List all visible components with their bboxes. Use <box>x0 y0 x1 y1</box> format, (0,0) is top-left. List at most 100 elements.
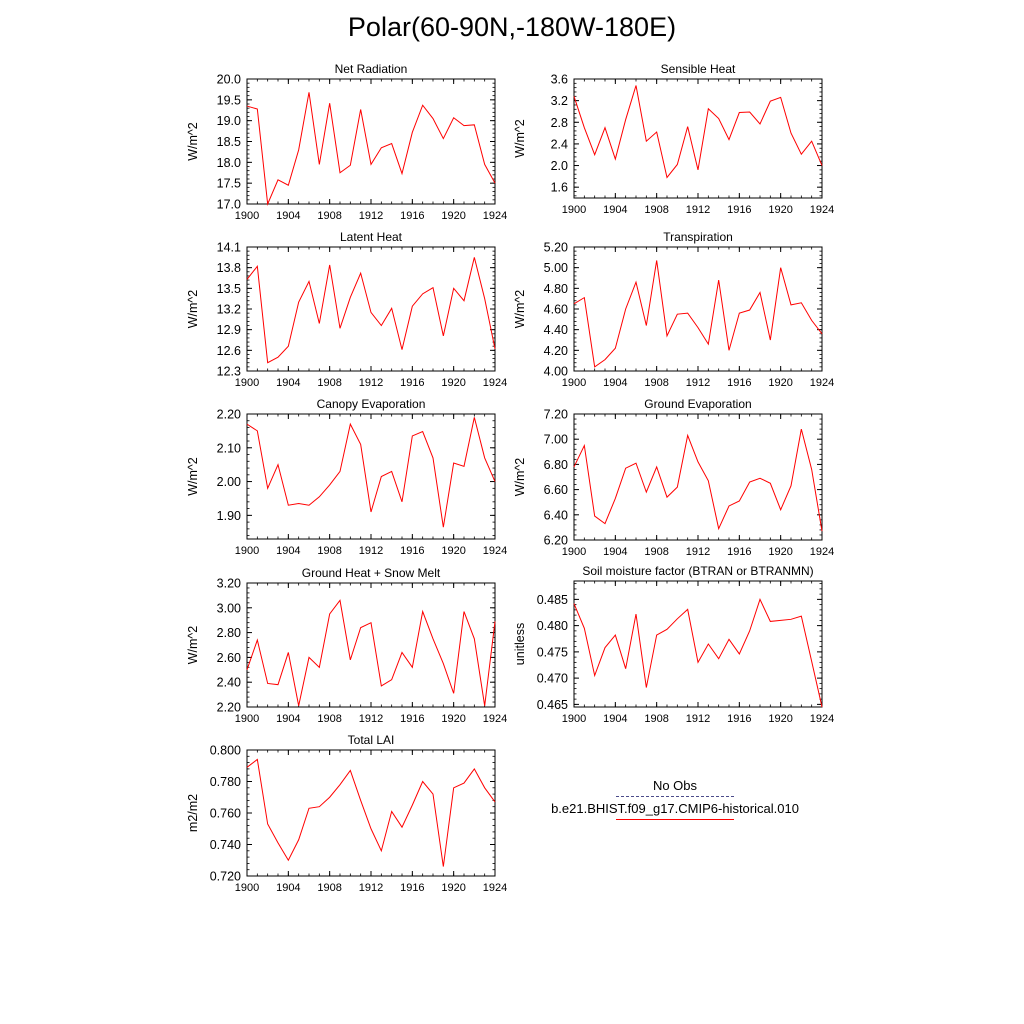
y-axis-label: unitless <box>513 623 527 665</box>
panel-title: Net Radiation <box>335 62 408 76</box>
plot-frame <box>573 413 823 541</box>
y-tick-label: 0.465 <box>537 698 568 712</box>
x-tick-label: 1900 <box>235 882 259 894</box>
y-tick-label: 6.40 <box>544 508 568 522</box>
x-tick-label: 1912 <box>686 377 710 389</box>
series-line <box>246 758 496 867</box>
plot-frame <box>246 413 496 540</box>
y-axis-label: W/m^2 <box>186 626 200 665</box>
y-tick-label: 20.0 <box>217 73 241 87</box>
panel-4: 1900 1904 1908 1912 1916 1920 1924 4.00 4.20 4.40… <box>513 230 834 389</box>
y-tick-label: 13.5 <box>217 282 241 296</box>
y-tick-label: 0.780 <box>210 775 241 789</box>
series-line <box>573 260 823 368</box>
y-tick-label: 12.3 <box>217 365 241 379</box>
x-tick-label: 1920 <box>768 204 792 216</box>
y-tick-label: 0.740 <box>210 838 241 852</box>
y-tick-label: 0.485 <box>537 593 568 607</box>
x-tick-label: 1904 <box>603 713 627 725</box>
y-tick-label: 0.475 <box>537 645 568 659</box>
x-tick-label: 1916 <box>400 210 424 222</box>
y-tick-label: 3.00 <box>217 601 241 615</box>
x-tick-label: 1924 <box>483 210 507 222</box>
y-tick-label: 2.10 <box>217 441 241 455</box>
panel-6: 1900 1904 1908 1912 1916 1920 1924 6.20 6.40 6.60… <box>513 397 834 558</box>
legend-label-model: b.e21.BHIST.f09_g17.CMIP6-historical.010 <box>551 801 799 816</box>
panel-title: Latent Heat <box>340 230 403 244</box>
y-tick-label: 2.0 <box>551 159 568 173</box>
y-tick-label: 1.6 <box>551 181 568 195</box>
y-tick-label: 3.6 <box>551 73 568 87</box>
y-tick-label: 4.00 <box>544 365 568 379</box>
y-tick-label: 0.480 <box>537 619 568 633</box>
series-line <box>246 92 496 206</box>
y-tick-label: 5.00 <box>544 261 568 275</box>
y-tick-label: 0.760 <box>210 807 241 821</box>
x-tick-label: 1912 <box>359 377 383 389</box>
x-tick-label: 1916 <box>400 377 424 389</box>
series-line <box>573 428 823 532</box>
y-tick-label: 4.40 <box>544 323 568 337</box>
x-tick-label: 1916 <box>727 713 751 725</box>
y-axis-label: W/m^2 <box>513 458 527 497</box>
x-tick-label: 1900 <box>235 377 259 389</box>
x-tick-label: 1904 <box>276 210 300 222</box>
x-tick-label: 1924 <box>810 377 834 389</box>
x-tick-label: 1920 <box>441 545 465 557</box>
y-tick-label: 14.1 <box>217 241 241 255</box>
panel-title: Total LAI <box>348 733 395 747</box>
x-tick-label: 1912 <box>359 713 383 725</box>
panel-title: Sensible Heat <box>661 62 736 76</box>
x-tick-label: 1904 <box>276 545 300 557</box>
x-tick-label: 1908 <box>317 545 341 557</box>
y-axis-label: W/m^2 <box>513 119 527 158</box>
panel-3: 1900 1904 1908 1912 1916 1920 1924 12.3 12.6 12.9… <box>186 230 507 389</box>
plot-frame <box>573 78 823 199</box>
x-tick-label: 1920 <box>441 377 465 389</box>
legend-line-model <box>616 819 734 820</box>
y-tick-label: 18.5 <box>217 135 241 149</box>
x-tick-label: 1912 <box>686 204 710 216</box>
x-tick-label: 1900 <box>235 713 259 725</box>
x-tick-label: 1916 <box>727 204 751 216</box>
x-tick-label: 1920 <box>768 377 792 389</box>
x-tick-label: 1900 <box>235 545 259 557</box>
x-tick-label: 1908 <box>317 713 341 725</box>
x-tick-label: 1912 <box>359 882 383 894</box>
x-tick-label: 1924 <box>483 545 507 557</box>
x-tick-label: 1912 <box>359 210 383 222</box>
plot-frame <box>573 580 823 708</box>
legend-label-obs: No Obs <box>652 778 698 793</box>
series-line <box>573 85 823 179</box>
y-tick-label: 6.80 <box>544 458 568 472</box>
x-tick-label: 1924 <box>483 377 507 389</box>
x-tick-label: 1908 <box>317 210 341 222</box>
panel-7: 1900 1904 1908 1912 1916 1920 1924 2.20 2.40 2.60… <box>186 566 507 725</box>
x-tick-label: 1904 <box>276 882 300 894</box>
x-tick-label: 1900 <box>562 713 586 725</box>
panel-title: Transpiration <box>663 230 733 244</box>
y-tick-label: 13.2 <box>217 303 241 317</box>
panel-5: 1900 1904 1908 1912 1916 1920 1924 1.90 2.00 2.10… <box>186 397 507 557</box>
x-tick-label: 1900 <box>562 546 586 558</box>
y-tick-label: 6.20 <box>544 534 568 548</box>
y-tick-label: 2.20 <box>217 408 241 422</box>
x-tick-label: 1924 <box>483 882 507 894</box>
x-tick-label: 1912 <box>686 713 710 725</box>
plot-frame <box>246 582 496 708</box>
x-tick-label: 1916 <box>727 546 751 558</box>
y-tick-label: 2.00 <box>217 475 241 489</box>
x-tick-label: 1900 <box>562 204 586 216</box>
x-tick-label: 1904 <box>276 713 300 725</box>
y-axis-label: W/m^2 <box>186 290 200 329</box>
y-tick-label: 2.40 <box>217 676 241 690</box>
y-tick-label: 3.2 <box>551 94 568 108</box>
series-line <box>246 257 496 364</box>
y-tick-label: 0.470 <box>537 672 568 686</box>
panel-8: 1900 1904 1908 1912 1916 1920 1924 0.465 0.470 0.… <box>513 564 834 725</box>
x-tick-label: 1904 <box>603 204 627 216</box>
y-tick-label: 2.20 <box>217 701 241 715</box>
x-tick-label: 1920 <box>441 210 465 222</box>
plot-frame <box>246 749 496 877</box>
y-tick-label: 19.0 <box>217 114 241 128</box>
